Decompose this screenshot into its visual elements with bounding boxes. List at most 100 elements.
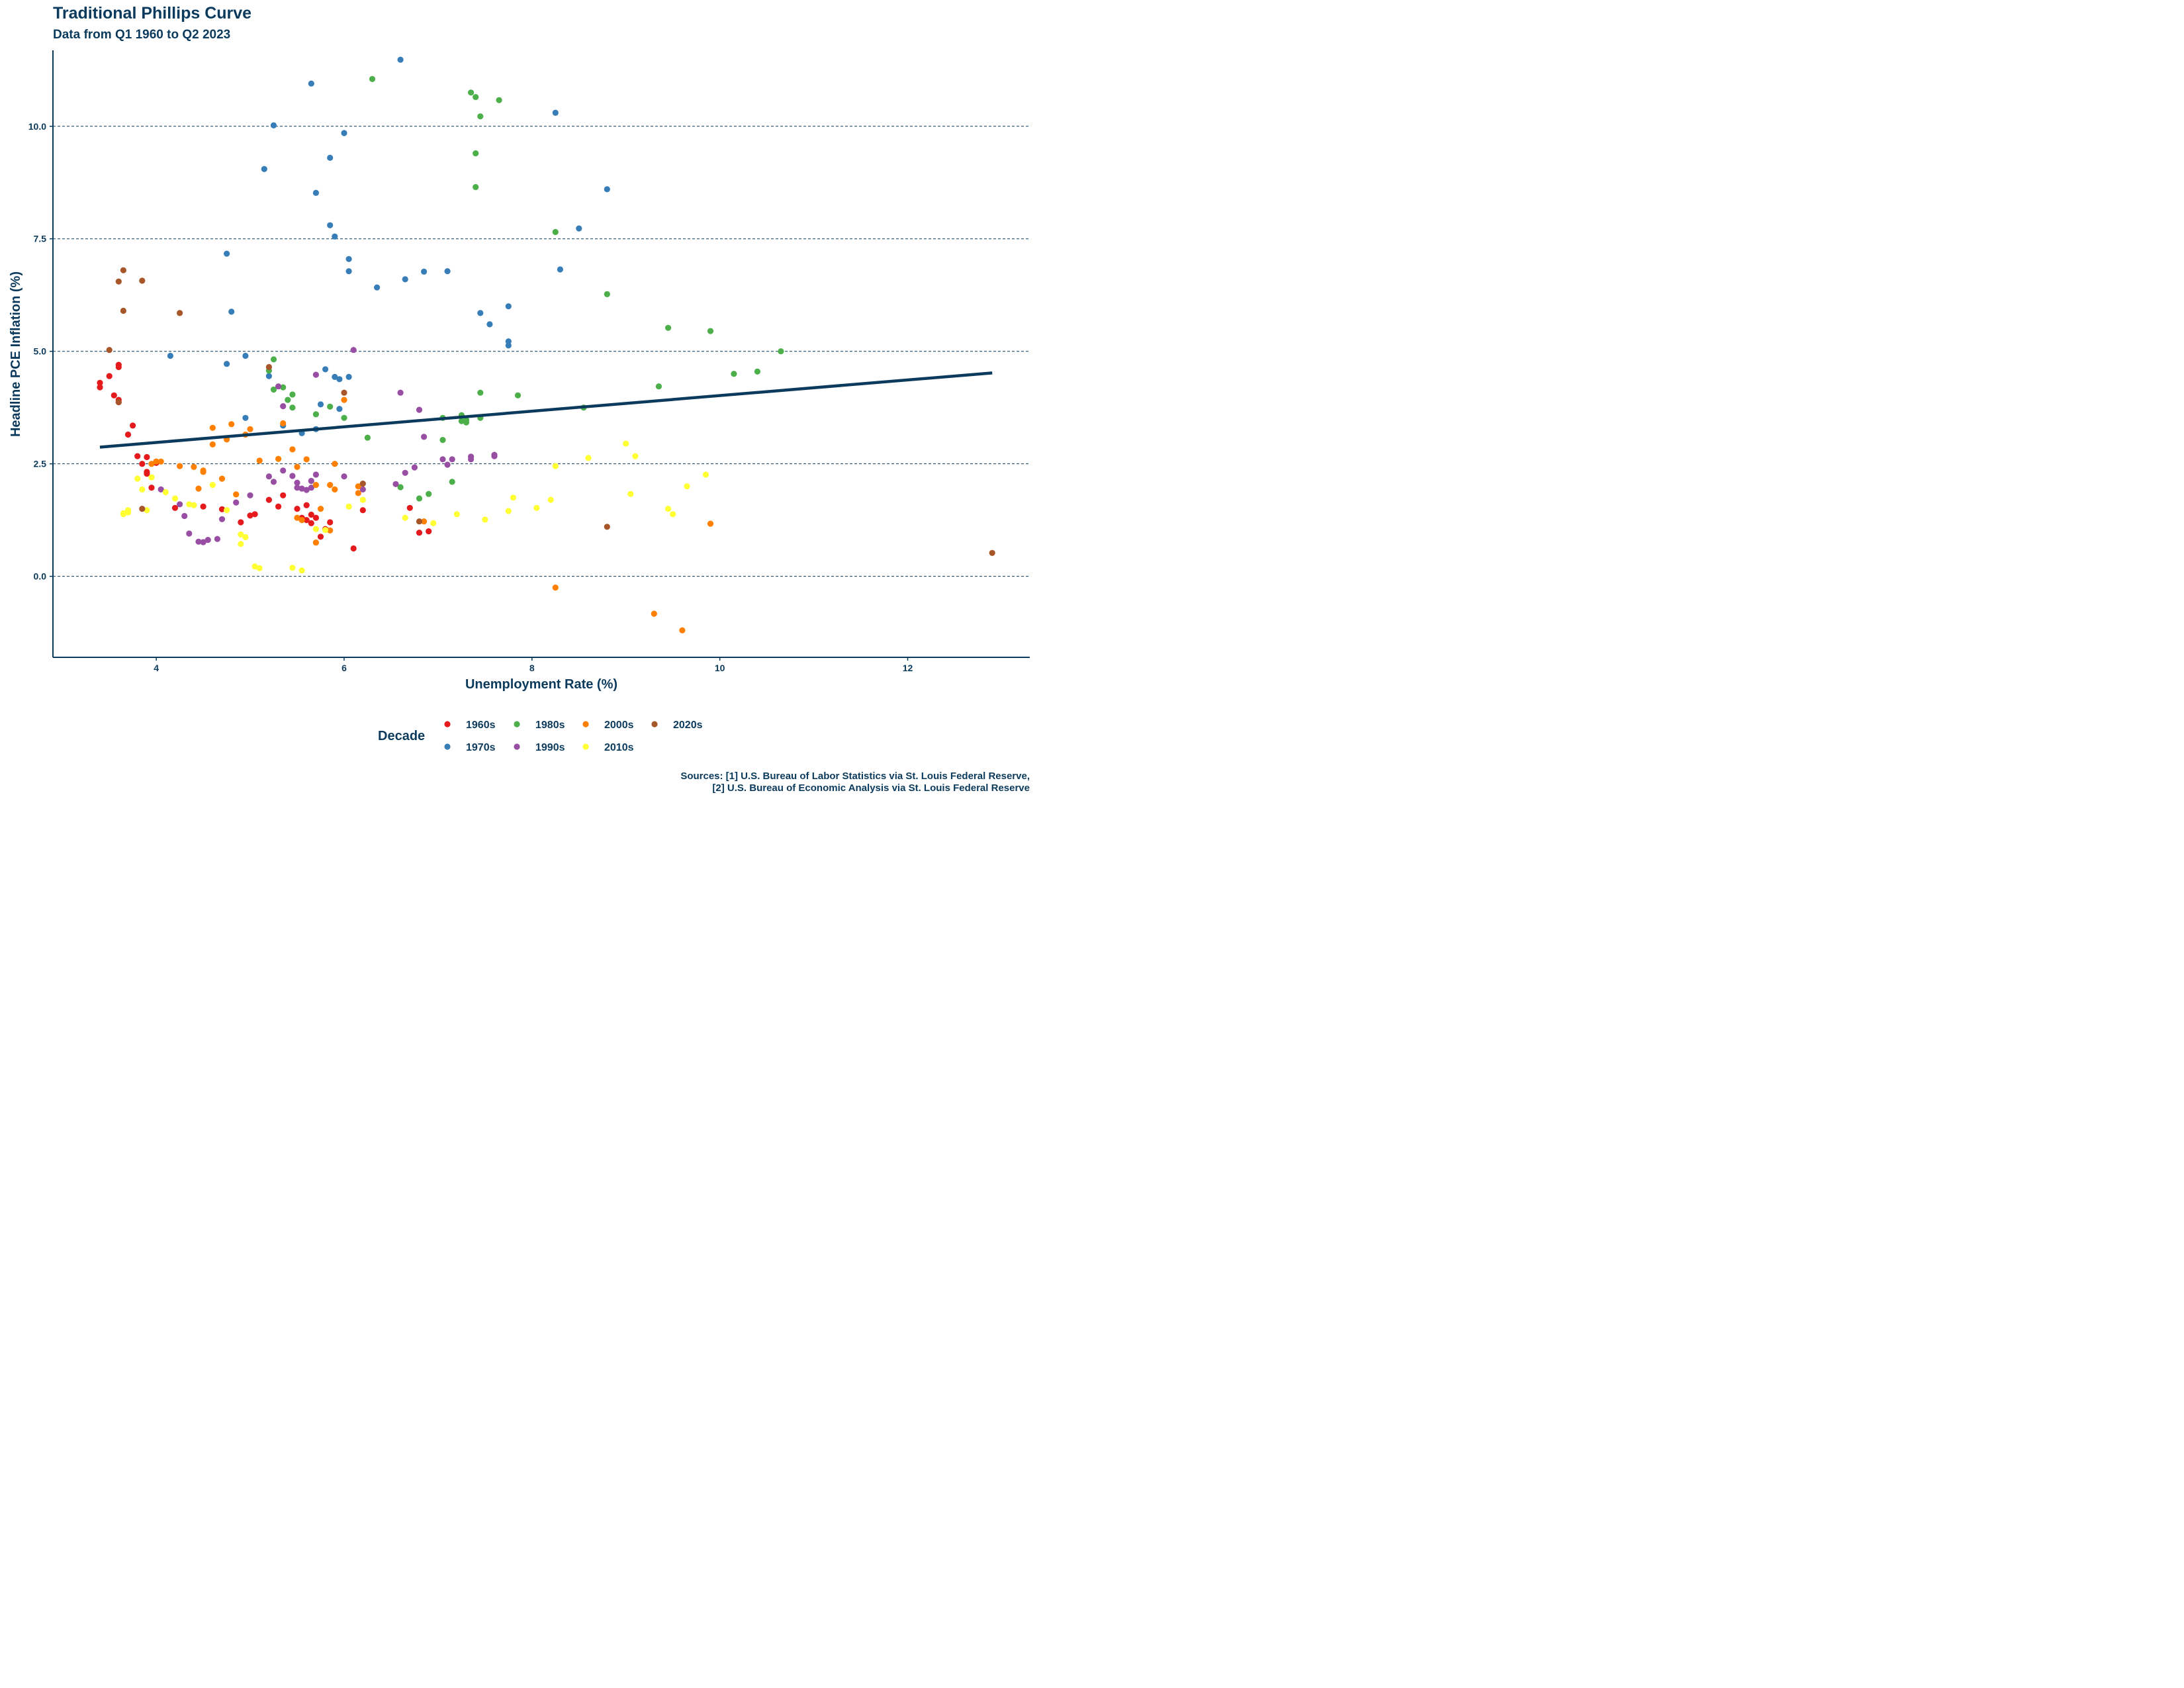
point-1960s [426,528,432,535]
point-2000s [294,514,300,521]
point-1980s [458,418,465,424]
point-1990s [444,461,451,468]
point-1990s [303,487,310,493]
point-2000s [218,475,226,482]
point-1980s [707,328,714,334]
point-2000s [153,458,159,465]
legend-item-2010s: 2010s [582,742,634,753]
point-1960s [312,514,319,521]
point-2020s [359,481,366,487]
point-2000s [289,446,296,453]
point-1990s [181,512,188,520]
point-1960s [134,453,141,459]
point-2020s [341,389,347,396]
point-1970s [224,250,230,257]
point-1990s [275,383,282,390]
point-2000s [679,627,686,633]
point-1990s [158,486,164,493]
point-1980s [604,291,610,297]
point-1980s [416,495,423,502]
point-1960s [406,504,413,511]
point-2010s [139,486,146,493]
point-2010s [482,516,488,523]
point-2010s [209,482,216,489]
point-2020s [139,506,146,512]
point-2020s [120,267,126,273]
point-1980s [426,491,432,497]
point-1990s [177,501,183,508]
point-1990s [308,477,314,485]
point-2010s [505,508,512,514]
point-1990s [308,485,314,491]
point-1960s [148,485,155,491]
point-2000s [294,463,300,471]
caption-line-1: Sources: [1] U.S. Bureau of Labor Statis… [680,771,1030,782]
legend-key-2020s [651,721,658,727]
point-2020s [604,524,610,530]
y-tick-label: 5.0 [34,346,47,357]
point-1980s [289,404,296,411]
point-2010s [171,495,179,502]
point-2010s [552,463,559,469]
point-1960s [350,545,357,552]
point-2020s [115,399,122,406]
point-1970s [505,342,512,349]
point-1990s [298,485,305,492]
point-1970s [477,310,484,316]
point-1980s [468,89,475,96]
point-2010s [289,565,296,571]
point-1960s [139,461,146,467]
caption-line-2: [2] U.S. Bureau of Economic Analysis via… [712,782,1030,794]
point-2020s [120,307,126,314]
trend-line-group [99,371,993,449]
point-1990s [265,473,272,480]
point-2010s [585,455,592,461]
legend-key-2010s [582,743,589,750]
chart-subtitle: Data from Q1 1960 to Q2 2023 [53,28,231,42]
legend-item-1980s: 1980s [514,720,565,731]
point-2000s [332,461,338,467]
point-2000s [158,458,164,465]
point-1960s [238,519,244,526]
point-1980s [463,419,470,426]
x-tick-label: 12 [903,663,913,673]
point-1960s [200,503,206,510]
point-2000s [332,486,338,493]
legend-label-2020s: 2020s [673,720,703,731]
point-2000s [177,463,183,469]
point-2010s [359,496,366,503]
trend-line [99,371,993,449]
point-1990s [416,406,423,413]
point-1970s [167,352,173,359]
point-1960s [218,506,226,512]
point-1970s [242,352,249,359]
point-1990s [270,479,277,485]
point-1980s [552,228,559,236]
point-2010s [453,511,460,518]
point-2020s [989,549,995,556]
point-1960s [97,379,103,386]
point-2000s [421,518,428,525]
point-2010s [627,491,634,497]
point-2000s [228,421,235,428]
point-2010s [430,520,437,527]
point-1970s [345,373,352,381]
point-2000s [355,490,361,496]
point-1970s [345,268,352,275]
point-1980s [449,479,455,485]
point-1990s [294,485,300,491]
point-1970s [345,256,352,262]
point-1960s [327,519,334,526]
x-axis-title: Unemployment Rate (%) [465,677,617,692]
legend-item-2020s: 2020s [651,720,703,731]
point-2000s [148,461,155,467]
point-2000s [317,506,324,512]
point-2010s [144,507,150,514]
point-1970s [228,308,235,315]
scatter-points [97,56,995,633]
legend-item-1970s: 1970s [444,742,496,753]
point-1960s [130,422,136,429]
point-2000s [327,527,334,534]
point-2020s [115,278,122,285]
point-1970s [397,56,404,63]
